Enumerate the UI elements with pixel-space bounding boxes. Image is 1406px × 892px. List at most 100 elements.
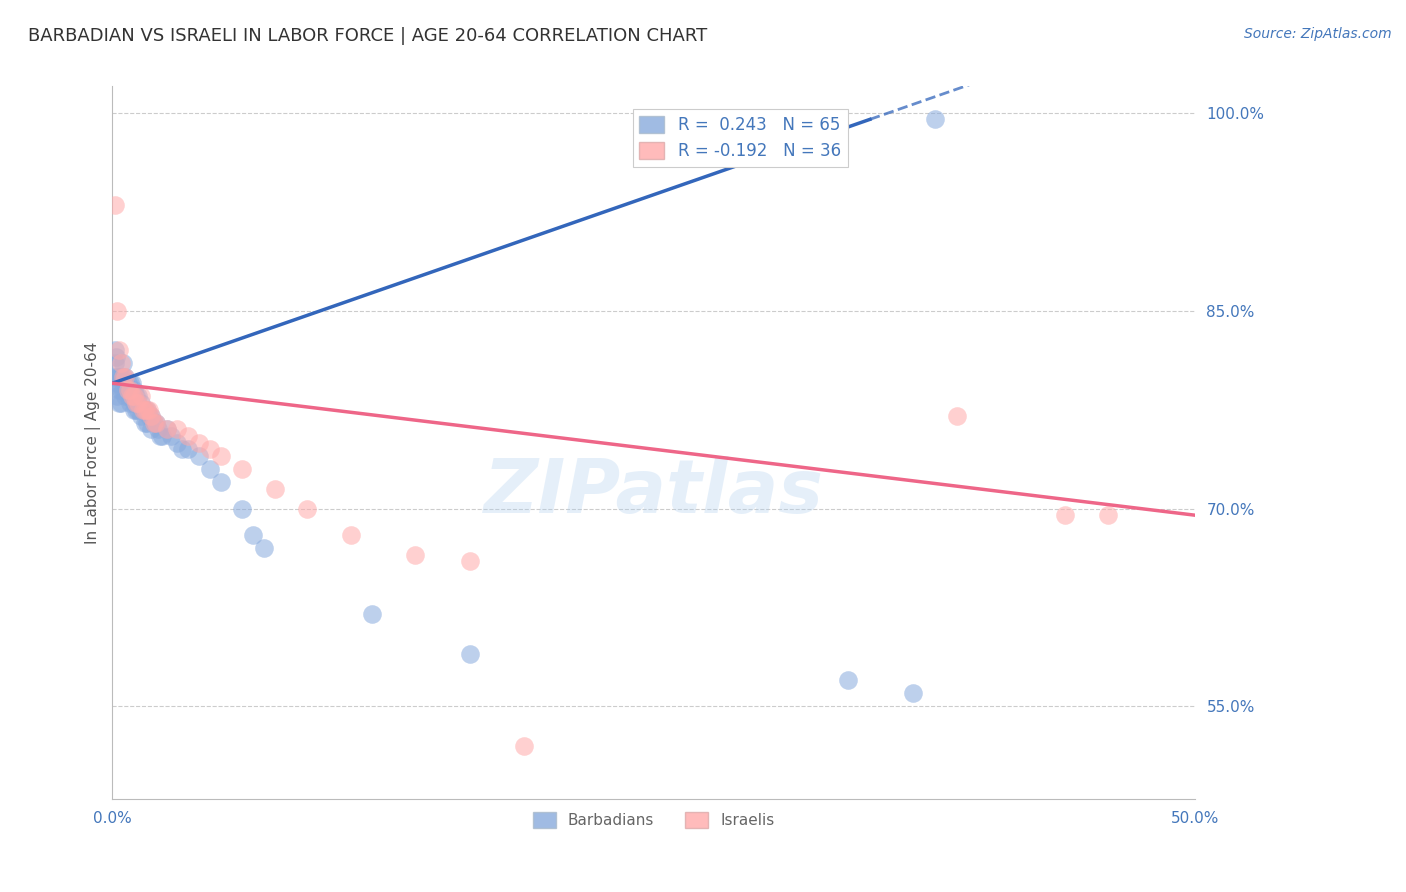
Point (253, 541, 276, 556)
Point (110, 383, 132, 397)
Point (108, 369, 131, 384)
Point (117, 383, 139, 397)
Point (103, 198, 125, 212)
Point (103, 356, 125, 370)
Point (127, 396, 149, 410)
Point (134, 416, 156, 430)
Point (129, 389, 152, 403)
Point (132, 402, 155, 417)
Point (512, 739, 534, 753)
Point (112, 356, 135, 370)
Point (458, 647, 481, 661)
Point (141, 422, 163, 436)
Point (105, 389, 128, 403)
Point (127, 389, 149, 403)
Point (110, 396, 132, 410)
Point (160, 429, 183, 443)
Point (125, 389, 148, 403)
Point (114, 376, 136, 391)
Point (198, 442, 221, 457)
Point (117, 376, 139, 391)
Point (1053, 508, 1076, 523)
Point (142, 416, 165, 430)
Point (108, 383, 131, 397)
Point (188, 435, 211, 450)
Point (114, 369, 136, 384)
Point (263, 482, 285, 496)
Point (198, 462, 221, 476)
Point (177, 429, 200, 443)
Point (141, 409, 163, 424)
Point (297, 501, 319, 516)
Point (103, 343, 125, 358)
Point (104, 350, 127, 364)
Point (188, 449, 211, 463)
Point (242, 528, 264, 542)
Point (361, 607, 384, 621)
Point (127, 402, 149, 417)
Point (129, 396, 152, 410)
Legend: Barbadians, Israelis: Barbadians, Israelis (527, 805, 780, 834)
Point (108, 343, 131, 358)
Point (112, 383, 135, 397)
Point (231, 501, 253, 516)
Point (122, 389, 145, 403)
Point (118, 389, 141, 403)
Point (136, 416, 159, 430)
Point (129, 409, 152, 424)
Text: Source: ZipAtlas.com: Source: ZipAtlas.com (1244, 27, 1392, 41)
Point (837, 673, 859, 687)
Point (404, 548, 426, 562)
Point (118, 376, 141, 391)
Point (132, 402, 155, 417)
Point (209, 475, 232, 490)
Point (122, 402, 145, 417)
Point (150, 429, 173, 443)
Point (166, 435, 188, 450)
Point (121, 376, 143, 391)
Point (136, 402, 159, 417)
Point (114, 389, 136, 403)
Point (155, 422, 177, 436)
Point (155, 422, 177, 436)
Point (110, 369, 132, 384)
Point (142, 416, 165, 430)
Point (121, 389, 143, 403)
Point (105, 303, 128, 318)
Point (121, 389, 143, 403)
Point (134, 402, 156, 417)
Point (141, 409, 163, 424)
Point (125, 402, 148, 417)
Point (170, 442, 193, 457)
Point (112, 369, 135, 384)
Point (110, 356, 132, 370)
Point (458, 554, 481, 568)
Point (105, 369, 128, 384)
Point (118, 396, 141, 410)
Point (903, 686, 925, 700)
Text: BARBADIAN VS ISRAELI IN LABOR FORCE | AGE 20-64 CORRELATION CHART: BARBADIAN VS ISRAELI IN LABOR FORCE | AG… (28, 27, 707, 45)
Point (146, 422, 169, 436)
Point (945, 409, 967, 424)
Point (117, 389, 139, 403)
Point (145, 416, 167, 430)
Point (112, 369, 135, 384)
Point (1097, 508, 1119, 523)
Point (125, 396, 148, 410)
Point (924, 112, 946, 127)
Point (103, 369, 125, 384)
Point (177, 442, 200, 457)
Point (209, 449, 232, 463)
Point (136, 402, 159, 417)
Point (105, 376, 128, 391)
Point (138, 402, 160, 417)
Point (108, 396, 131, 410)
Point (166, 422, 188, 436)
Point (231, 462, 253, 476)
Point (138, 409, 160, 424)
Point (117, 383, 139, 397)
Point (149, 429, 172, 443)
Point (118, 383, 141, 397)
Point (122, 383, 145, 397)
Text: ZIPatlas: ZIPatlas (484, 456, 824, 529)
